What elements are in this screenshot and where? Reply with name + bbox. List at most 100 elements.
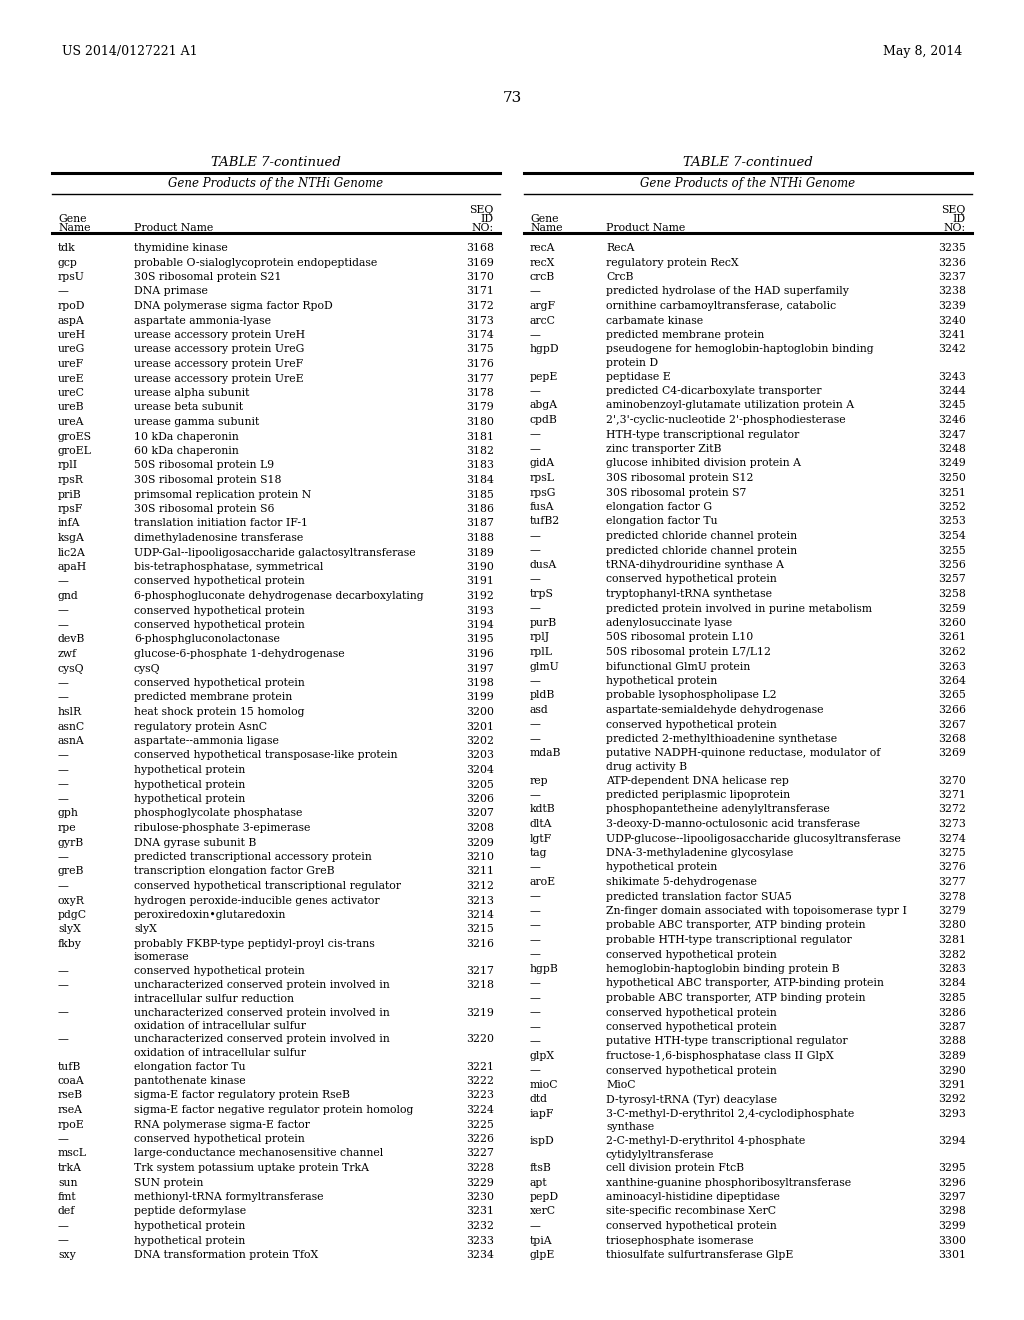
Text: 3253: 3253 [938,516,966,527]
Text: asnC: asnC [58,722,85,731]
Text: sigma-E factor negative regulator protein homolog: sigma-E factor negative regulator protei… [134,1105,414,1115]
Text: 3-C-methyl-D-erythritol 2,4-cyclodiphosphate: 3-C-methyl-D-erythritol 2,4-cyclodiphosp… [606,1109,854,1119]
Text: oxidation of intracellular sulfur: oxidation of intracellular sulfur [134,1020,306,1031]
Text: translation initiation factor IF-1: translation initiation factor IF-1 [134,519,308,528]
Text: 3206: 3206 [466,795,494,804]
Text: urease accessory protein UreH: urease accessory protein UreH [134,330,305,341]
Text: uncharacterized conserved protein involved in: uncharacterized conserved protein involv… [134,1007,390,1018]
Text: Product Name: Product Name [606,223,685,234]
Text: —: — [58,1134,69,1144]
Text: NO:: NO: [472,223,494,234]
Text: rpsF: rpsF [58,504,83,513]
Text: Trk system potassium uptake protein TrkA: Trk system potassium uptake protein TrkA [134,1163,369,1173]
Text: rep: rep [530,776,549,785]
Text: ureC: ureC [58,388,85,399]
Text: —: — [530,574,541,585]
Text: 3260: 3260 [938,618,966,628]
Text: Name: Name [530,223,562,234]
Text: slyX: slyX [58,924,81,935]
Text: SEQ: SEQ [942,205,966,215]
Text: 30S ribosomal protein S6: 30S ribosomal protein S6 [134,504,274,513]
Text: site-specific recombinase XerC: site-specific recombinase XerC [606,1206,776,1217]
Text: 3217: 3217 [466,966,494,975]
Text: 3281: 3281 [938,935,966,945]
Text: —: — [530,429,541,440]
Text: def: def [58,1206,76,1217]
Text: gnd: gnd [58,591,79,601]
Text: probably FKBP-type peptidyl-proyl cis-trans: probably FKBP-type peptidyl-proyl cis-tr… [134,939,375,949]
Text: —: — [58,1007,69,1018]
Text: US 2014/0127221 A1: US 2014/0127221 A1 [62,45,198,58]
Text: thymidine kinase: thymidine kinase [134,243,227,253]
Text: 60 kDa chaperonin: 60 kDa chaperonin [134,446,239,455]
Text: 3296: 3296 [938,1177,966,1188]
Text: 3187: 3187 [466,519,494,528]
Text: —: — [530,1065,541,1076]
Text: primsomal replication protein N: primsomal replication protein N [134,490,311,499]
Text: hypothetical protein: hypothetical protein [134,1221,246,1232]
Text: —: — [530,1022,541,1032]
Text: 3235: 3235 [938,243,966,253]
Text: abgA: abgA [530,400,558,411]
Text: urease beta subunit: urease beta subunit [134,403,243,412]
Text: 3174: 3174 [466,330,494,341]
Text: coaA: coaA [58,1076,85,1086]
Text: uncharacterized conserved protein involved in: uncharacterized conserved protein involv… [134,981,390,990]
Text: tdk: tdk [58,243,76,253]
Text: 3247: 3247 [938,429,966,440]
Text: predicted periplasmic lipoprotein: predicted periplasmic lipoprotein [606,789,791,800]
Text: 3231: 3231 [466,1206,494,1217]
Text: 3220: 3220 [466,1035,494,1044]
Text: 3274: 3274 [938,833,966,843]
Text: iapF: iapF [530,1109,555,1119]
Text: fusA: fusA [530,502,555,512]
Text: argF: argF [530,301,556,312]
Text: hypothetical protein: hypothetical protein [606,862,717,873]
Text: probable ABC transporter, ATP binding protein: probable ABC transporter, ATP binding pr… [606,993,865,1003]
Text: 3229: 3229 [466,1177,494,1188]
Text: gcp: gcp [58,257,78,268]
Text: 6-phosphogluconate dehydrogenase decarboxylating: 6-phosphogluconate dehydrogenase decarbo… [134,591,424,601]
Text: glpE: glpE [530,1250,555,1261]
Text: —: — [58,981,69,990]
Text: —: — [530,1221,541,1232]
Text: urease accessory protein UreF: urease accessory protein UreF [134,359,303,370]
Text: 3292: 3292 [938,1094,966,1105]
Text: pseudogene for hemoglobin-haptoglobin binding: pseudogene for hemoglobin-haptoglobin bi… [606,345,873,355]
Text: rpoD: rpoD [58,301,85,312]
Text: —: — [530,719,541,730]
Text: 3280: 3280 [938,920,966,931]
Text: adenylosuccinate lyase: adenylosuccinate lyase [606,618,732,628]
Text: conserved hypothetical protein: conserved hypothetical protein [606,1022,777,1032]
Text: 10 kDa chaperonin: 10 kDa chaperonin [134,432,239,441]
Text: 3242: 3242 [938,345,966,355]
Text: 3189: 3189 [466,548,494,557]
Text: conserved hypothetical protein: conserved hypothetical protein [134,620,305,630]
Text: aminoacyl-histidine dipeptidase: aminoacyl-histidine dipeptidase [606,1192,780,1203]
Text: —: — [58,851,69,862]
Text: hypothetical protein: hypothetical protein [134,795,246,804]
Text: 3213: 3213 [466,895,494,906]
Text: fkby: fkby [58,939,82,949]
Text: 3181: 3181 [466,432,494,441]
Text: HTH-type transcriptional regulator: HTH-type transcriptional regulator [606,429,800,440]
Text: lic2A: lic2A [58,548,86,557]
Text: 3-deoxy-D-manno-octulosonic acid transferase: 3-deoxy-D-manno-octulosonic acid transfe… [606,818,860,829]
Text: urease accessory protein UreE: urease accessory protein UreE [134,374,304,384]
Text: greB: greB [58,866,84,876]
Text: probable HTH-type transcriptional regulator: probable HTH-type transcriptional regula… [606,935,852,945]
Text: —: — [530,531,541,541]
Text: —: — [58,766,69,775]
Text: 3299: 3299 [938,1221,966,1232]
Text: 3172: 3172 [466,301,494,312]
Text: conserved hypothetical protein: conserved hypothetical protein [134,606,305,615]
Text: 3197: 3197 [466,664,494,673]
Text: ispD: ispD [530,1137,555,1146]
Text: dtd: dtd [530,1094,548,1105]
Text: 3267: 3267 [938,719,966,730]
Text: trkA: trkA [58,1163,82,1173]
Text: predicted hydrolase of the HAD superfamily: predicted hydrolase of the HAD superfami… [606,286,849,297]
Text: ureG: ureG [58,345,85,355]
Text: 3238: 3238 [938,286,966,297]
Text: hgpD: hgpD [530,345,560,355]
